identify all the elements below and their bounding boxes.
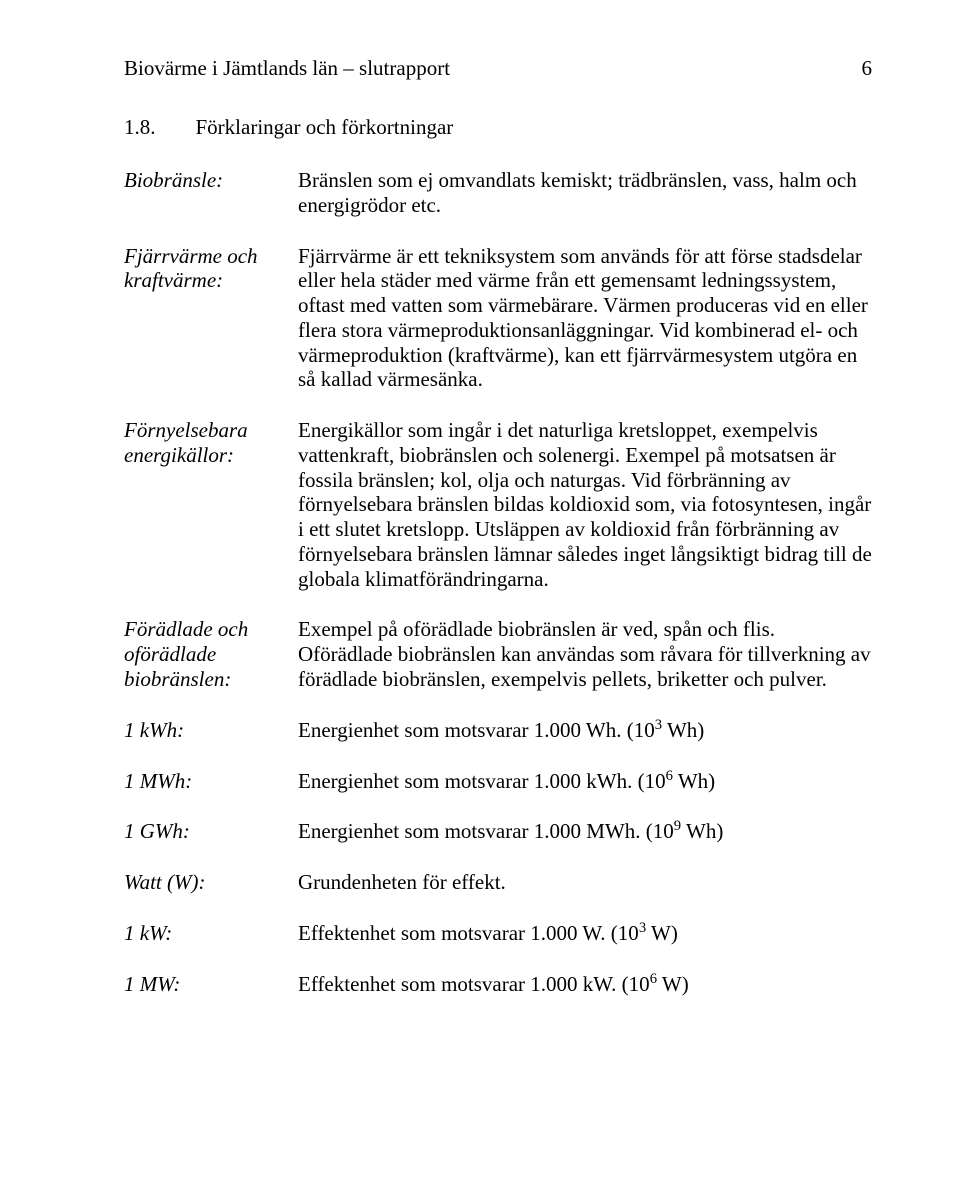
page-number: 6	[862, 56, 873, 81]
definition-term: Watt (W):	[124, 870, 298, 895]
definition-term: 1 MWh:	[124, 769, 298, 794]
definition-term: 1 kW:	[124, 921, 298, 946]
definition-desc: Fjärrvärme är ett tekniksystem som använ…	[298, 244, 872, 393]
definition-row: 1 MWh: Energienhet som motsvarar 1.000 k…	[124, 769, 872, 794]
definition-row: 1 MW: Effektenhet som motsvarar 1.000 kW…	[124, 972, 872, 997]
definition-row: Förädlade och oförädlade biobränslen: Ex…	[124, 617, 872, 691]
definition-term: 1 kWh:	[124, 718, 298, 743]
definition-desc: Energienhet som motsvarar 1.000 MWh. (10…	[298, 819, 872, 844]
section-number: 1.8.	[124, 115, 156, 140]
definition-row: Förnyelsebara energikällor: Energikällor…	[124, 418, 872, 591]
definition-desc: Exempel på oförädlade biobränslen är ved…	[298, 617, 872, 691]
definition-row: Fjärrvärme och kraftvärme: Fjärrvärme är…	[124, 244, 872, 393]
definition-desc: Energienhet som motsvarar 1.000 kWh. (10…	[298, 769, 872, 794]
definition-row: 1 kWh: Energienhet som motsvarar 1.000 W…	[124, 718, 872, 743]
definition-term: Förädlade och oförädlade biobränslen:	[124, 617, 298, 691]
definition-desc: Energikällor som ingår i det naturliga k…	[298, 418, 872, 591]
page-header: Biovärme i Jämtlands län – slutrapport 6	[124, 56, 872, 81]
section-heading-row: 1.8. Förklaringar och förkortningar	[124, 115, 872, 140]
definition-term: Förnyelsebara energikällor:	[124, 418, 298, 468]
definition-desc: Grundenheten för effekt.	[298, 870, 872, 895]
section-heading: Förklaringar och förkortningar	[196, 115, 454, 140]
definition-row: Watt (W): Grundenheten för effekt.	[124, 870, 872, 895]
definition-term: 1 GWh:	[124, 819, 298, 844]
page: Biovärme i Jämtlands län – slutrapport 6…	[0, 0, 960, 1192]
definition-desc: Effektenhet som motsvarar 1.000 kW. (106…	[298, 972, 872, 997]
definition-desc: Effektenhet som motsvarar 1.000 W. (103 …	[298, 921, 872, 946]
definition-desc: Energienhet som motsvarar 1.000 Wh. (103…	[298, 718, 872, 743]
definition-term: Fjärrvärme och kraftvärme:	[124, 244, 298, 294]
header-title: Biovärme i Jämtlands län – slutrapport	[124, 56, 450, 81]
definition-row: 1 kW: Effektenhet som motsvarar 1.000 W.…	[124, 921, 872, 946]
definition-desc: Bränslen som ej omvandlats kemiskt; träd…	[298, 168, 872, 218]
definition-row: Biobränsle: Bränslen som ej omvandlats k…	[124, 168, 872, 218]
definition-term: 1 MW:	[124, 972, 298, 997]
definition-term: Biobränsle:	[124, 168, 298, 193]
definition-row: 1 GWh: Energienhet som motsvarar 1.000 M…	[124, 819, 872, 844]
